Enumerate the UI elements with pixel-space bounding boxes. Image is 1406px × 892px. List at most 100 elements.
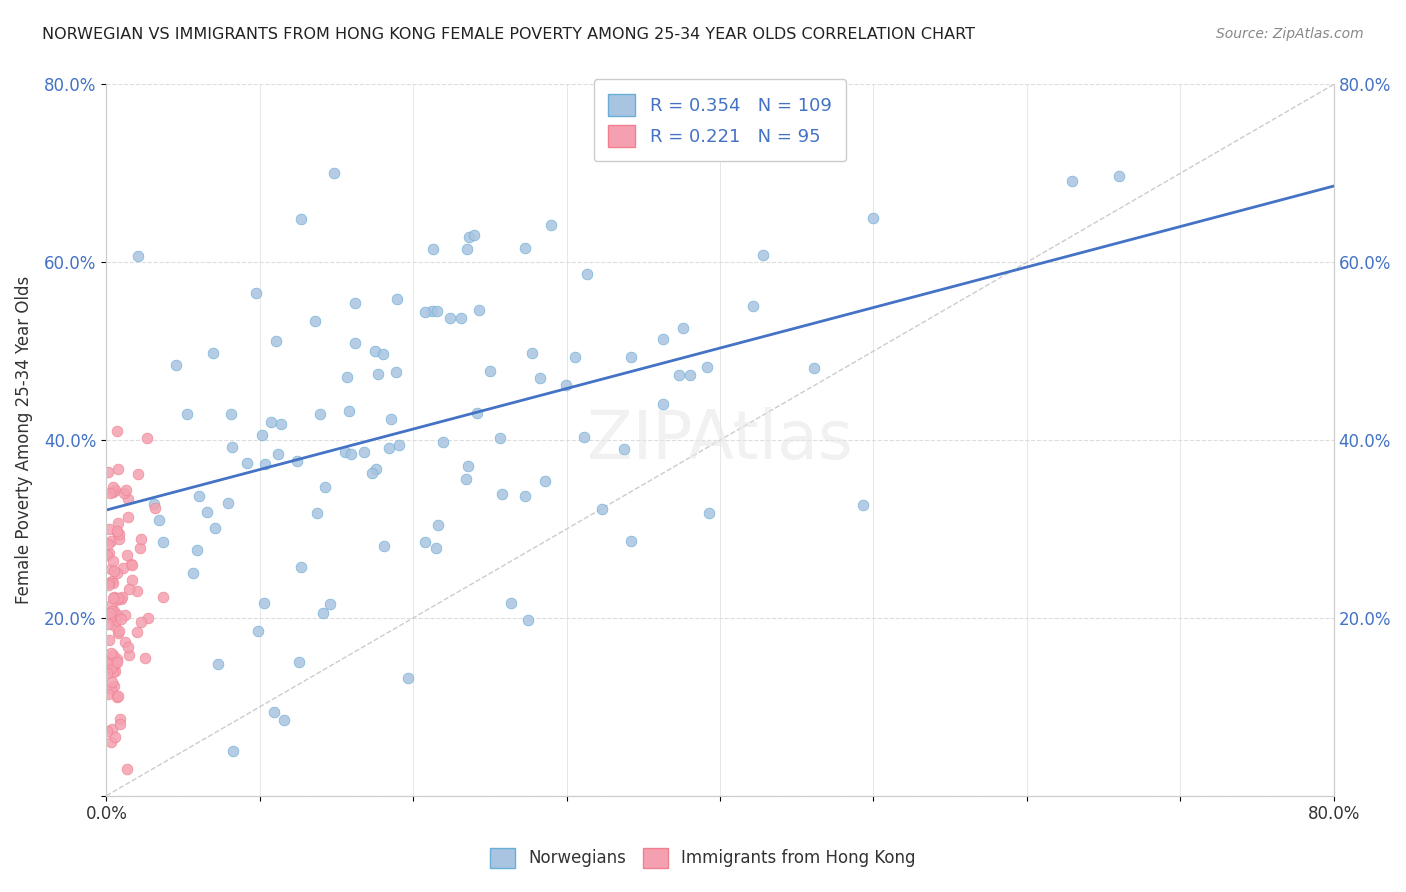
Point [101,604,124,618]
Point [115,483,138,497]
Point [188,489,211,503]
Point [101,575,124,590]
Point [121,558,143,572]
Point [454,472,477,486]
Point [127,584,149,599]
Point [270,417,292,432]
Point [107,625,129,640]
Point [695,359,717,374]
Point [540,219,562,233]
Point [127,467,149,482]
Point [105,566,128,580]
Point [115,549,138,563]
Point [620,534,643,549]
Point [336,370,359,384]
Point [103,680,125,694]
Point [697,506,720,520]
Point [105,655,128,669]
Point [117,491,139,506]
Point [101,554,124,568]
Point [304,314,326,328]
Point [309,408,332,422]
Point [104,664,127,678]
Point [107,591,129,606]
Point [652,332,675,346]
Point [572,430,595,444]
Point [432,435,454,450]
Point [103,484,125,499]
Point [101,674,124,689]
Point [97,616,120,631]
Y-axis label: Female Poverty Among 25-34 Year Olds: Female Poverty Among 25-34 Year Olds [15,276,32,604]
Point [101,574,124,588]
Point [129,615,152,629]
Point [555,377,578,392]
Point [148,513,170,527]
Point [491,487,513,501]
Point [364,344,387,359]
Point [202,345,225,359]
Point [105,690,128,704]
Point [463,227,485,242]
Point [127,249,149,263]
Point [117,640,139,654]
Text: ZIPAtlas: ZIPAtlas [588,407,853,473]
Point [105,524,128,539]
Point [529,371,551,385]
Point [101,591,124,606]
Point [413,305,436,319]
Point [100,735,122,749]
Point [307,506,329,520]
Point [364,461,387,475]
Point [312,606,335,620]
Point [426,303,449,318]
Legend: Norwegians, Immigrants from Hong Kong: Norwegians, Immigrants from Hong Kong [484,841,922,875]
Point [339,447,361,461]
Point [114,635,136,649]
Point [97,465,120,479]
Point [135,432,157,446]
Point [373,347,395,361]
Point [425,541,447,556]
Point [186,543,208,558]
Point [152,535,174,549]
Point [679,368,702,382]
Point [103,565,125,579]
Point [862,211,884,225]
Point [457,230,479,244]
Point [246,624,269,638]
Point [672,321,695,335]
Point [267,447,290,461]
Point [121,573,143,587]
Point [100,646,122,660]
Point [117,762,139,776]
Point [129,541,152,555]
Point [250,428,273,442]
Point [620,350,643,364]
Point [131,532,153,546]
Point [344,336,367,351]
Point [219,407,242,421]
Point [104,657,127,672]
Point [1060,174,1083,188]
Point [108,713,131,727]
Point [97,653,120,667]
Point [107,461,129,475]
Point [108,532,131,546]
Point [236,456,259,470]
Point [110,590,132,604]
Point [197,505,219,519]
Point [515,241,537,255]
Point [252,597,274,611]
Point [98,609,121,624]
Point [152,590,174,604]
Point [97,523,120,537]
Point [373,539,395,553]
Point [488,431,510,445]
Point [107,516,129,531]
Point [221,440,243,454]
Point [259,415,281,429]
Point [385,365,408,379]
Point [97,655,120,669]
Point [103,648,125,662]
